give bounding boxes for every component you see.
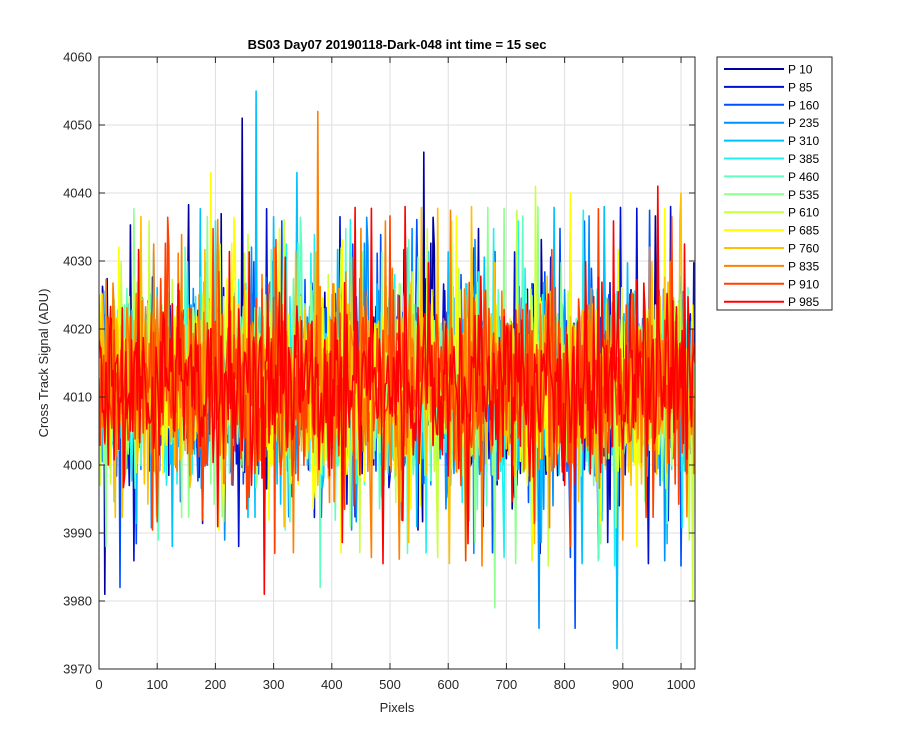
y-tick-label: 4060 bbox=[63, 50, 92, 65]
y-axis-label: Cross Track Signal (ADU) bbox=[36, 289, 51, 438]
y-tick-label: 3980 bbox=[63, 594, 92, 609]
x-tick-label: 200 bbox=[205, 677, 227, 692]
y-tick-label: 4000 bbox=[63, 458, 92, 473]
y-tick-label: 4030 bbox=[63, 254, 92, 269]
x-tick-label: 1000 bbox=[667, 677, 696, 692]
legend-label: P 10 bbox=[788, 63, 813, 77]
legend-label: P 685 bbox=[788, 224, 819, 238]
legend-box bbox=[716, 56, 833, 311]
legend-label: P 385 bbox=[788, 152, 819, 166]
x-tick-label: 600 bbox=[437, 677, 459, 692]
y-tick-label: 3970 bbox=[63, 662, 92, 677]
x-tick-label: 100 bbox=[146, 677, 168, 692]
y-tick-label: 4020 bbox=[63, 322, 92, 337]
x-tick-label: 500 bbox=[379, 677, 401, 692]
x-tick-label: 0 bbox=[95, 677, 102, 692]
legend-items: P 10 P 85 P 160 P 235 P 310 P 385 P 460 P 535 P … bbox=[724, 63, 819, 309]
x-tick-label: 300 bbox=[263, 677, 285, 692]
legend-label: P 310 bbox=[788, 134, 819, 148]
legend-label: P 235 bbox=[788, 116, 819, 130]
y-tick-labels: 3970 3980 3990 4000 4010 4020 4030 4040 4050 4060 bbox=[63, 50, 92, 677]
x-tick-label: 400 bbox=[321, 677, 343, 692]
x-tick-label: 900 bbox=[612, 677, 634, 692]
x-tick-labels: 0 100 200 300 400 500 600 700 800 900 1000 bbox=[95, 677, 695, 692]
legend-label: P 835 bbox=[788, 259, 819, 273]
x-axis-label: Pixels bbox=[380, 700, 415, 715]
series-lines bbox=[99, 90, 695, 650]
chart-title: BS03 Day07 20190118-Dark-048 int time = … bbox=[248, 37, 547, 52]
legend-label: P 910 bbox=[788, 277, 819, 291]
legend-label: P 610 bbox=[788, 206, 819, 220]
legend-label: P 160 bbox=[788, 98, 819, 112]
y-tick-label: 4040 bbox=[63, 186, 92, 201]
y-tick-label: 4050 bbox=[63, 118, 92, 133]
x-tick-label: 800 bbox=[554, 677, 576, 692]
series-line-p985 bbox=[99, 185, 695, 595]
legend-label: P 760 bbox=[788, 242, 819, 256]
legend-label: P 985 bbox=[788, 295, 819, 309]
series-line-p910 bbox=[99, 207, 695, 562]
plot-frame bbox=[98, 56, 696, 670]
axis-ticks bbox=[98, 56, 695, 670]
y-tick-label: 3990 bbox=[63, 526, 92, 541]
y-tick-label: 4010 bbox=[63, 390, 92, 405]
legend-label: P 460 bbox=[788, 170, 819, 184]
legend-label: P 535 bbox=[788, 188, 819, 202]
x-tick-label: 700 bbox=[496, 677, 518, 692]
legend-label: P 85 bbox=[788, 80, 813, 94]
legend: P 10 P 85 P 160 P 235 P 310 P 385 P 460 P 535 P … bbox=[716, 56, 833, 311]
